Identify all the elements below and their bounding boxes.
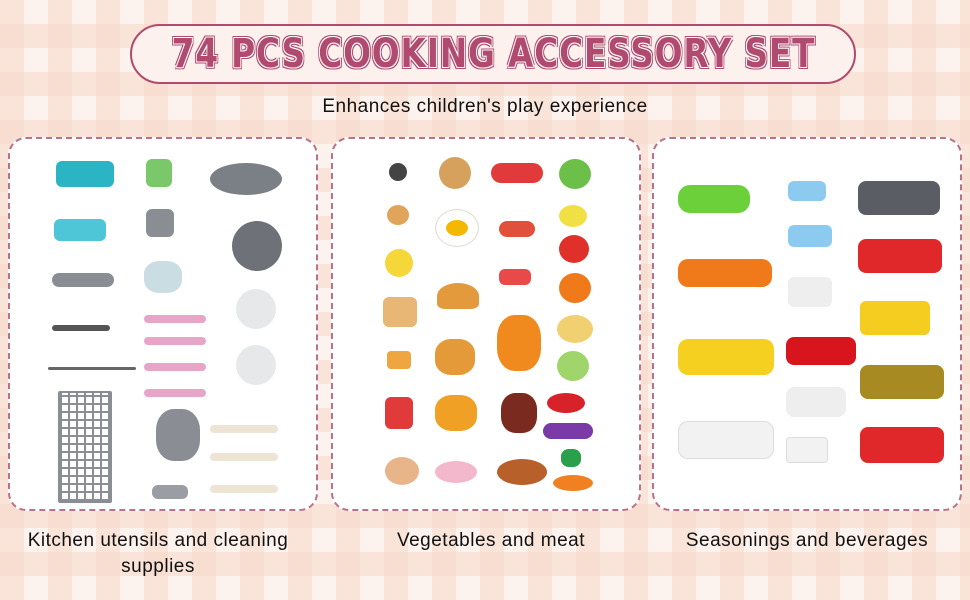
- olive-bottle-image: [860, 365, 944, 399]
- steak-image: [501, 393, 537, 433]
- red-bottle-image: [860, 427, 944, 463]
- panel-vegetables-meat: [331, 137, 641, 511]
- green-cup-image: [146, 159, 172, 187]
- ketchup-bottle-image: [858, 239, 942, 273]
- bread-roll-image: [387, 205, 409, 225]
- white-bottle-image: [678, 421, 774, 459]
- cabbage-image: [557, 351, 589, 381]
- chicken-wing-image: [435, 395, 477, 431]
- crab-image: [497, 315, 541, 371]
- food-item-image: [389, 163, 407, 181]
- white-utensils-image: [210, 425, 278, 433]
- brush-image: [52, 273, 114, 287]
- sponge-image: [54, 219, 106, 241]
- eggplant-image: [543, 423, 593, 439]
- pot-image: [232, 221, 282, 271]
- drumstick-image: [497, 459, 547, 485]
- ham-image: [499, 269, 531, 285]
- white-utensils-image: [210, 453, 278, 461]
- potato-image: [557, 315, 593, 343]
- knife-image: [144, 389, 206, 397]
- caption-kitchen-utensils: Kitchen utensils and cleaning supplies: [27, 530, 289, 577]
- caption-vegetables-meat: Vegetables and meat: [396, 530, 586, 551]
- pan-image: [210, 163, 282, 195]
- food-item-image: [387, 351, 411, 369]
- gray-bottle-image: [858, 181, 940, 215]
- bread-image: [383, 297, 417, 327]
- caption-seasonings-beverages: Seasonings and beverages: [685, 530, 929, 551]
- spatula-image: [144, 337, 206, 345]
- yellow-jar-image: [860, 301, 930, 335]
- tongs-image: [52, 325, 110, 331]
- lemon-image: [559, 205, 587, 227]
- skewer-image: [48, 367, 136, 370]
- sausage-image: [491, 163, 543, 183]
- lid-image: [236, 289, 276, 329]
- panel-kitchen-utensils: [8, 137, 318, 511]
- milk-jug-image: [788, 277, 832, 307]
- subtitle: Enhances children's play experience: [322, 96, 648, 117]
- white-utensils-image: [210, 485, 278, 493]
- orange-image: [559, 273, 591, 303]
- blue-bottle-image: [788, 225, 832, 247]
- cup-image: [786, 437, 828, 463]
- carrot-image: [553, 475, 593, 491]
- teapot-image: [144, 261, 182, 293]
- chicken-image: [435, 339, 475, 375]
- sausage-image: [499, 221, 535, 237]
- gray-cup-image: [146, 209, 174, 237]
- egg-image: [435, 209, 479, 247]
- flower-food-image: [385, 249, 413, 277]
- cookie-image: [439, 157, 471, 189]
- shrimp-image: [435, 461, 477, 483]
- page-title: 74 PCS COOKING ACCESSORY SET: [171, 31, 815, 77]
- egg-image: [385, 457, 419, 485]
- blue-bottle-image: [788, 181, 826, 201]
- spoon-image: [144, 363, 206, 371]
- tomato-image: [559, 235, 589, 263]
- hair-dryer-image: [156, 409, 200, 461]
- red-bottle-image: [786, 337, 856, 365]
- title-banner: 74 PCS COOKING ACCESSORY SET: [130, 24, 856, 84]
- white-bottle-image: [786, 387, 846, 417]
- panel-seasonings-beverages: [652, 137, 962, 511]
- green-pepper-image: [561, 449, 581, 467]
- lid-image: [236, 345, 276, 385]
- fries-image: [385, 397, 413, 429]
- soap-bottle-image: [56, 161, 114, 187]
- green-bottle-image: [678, 185, 750, 213]
- croissant-image: [437, 283, 479, 309]
- grill-rack-image: [58, 391, 112, 503]
- yellow-bottle-image: [678, 339, 774, 375]
- pepper-image: [547, 393, 585, 413]
- fork-image: [144, 315, 206, 323]
- comb-image: [152, 485, 188, 499]
- apple-image: [559, 159, 591, 189]
- orange-bottle-image: [678, 259, 772, 287]
